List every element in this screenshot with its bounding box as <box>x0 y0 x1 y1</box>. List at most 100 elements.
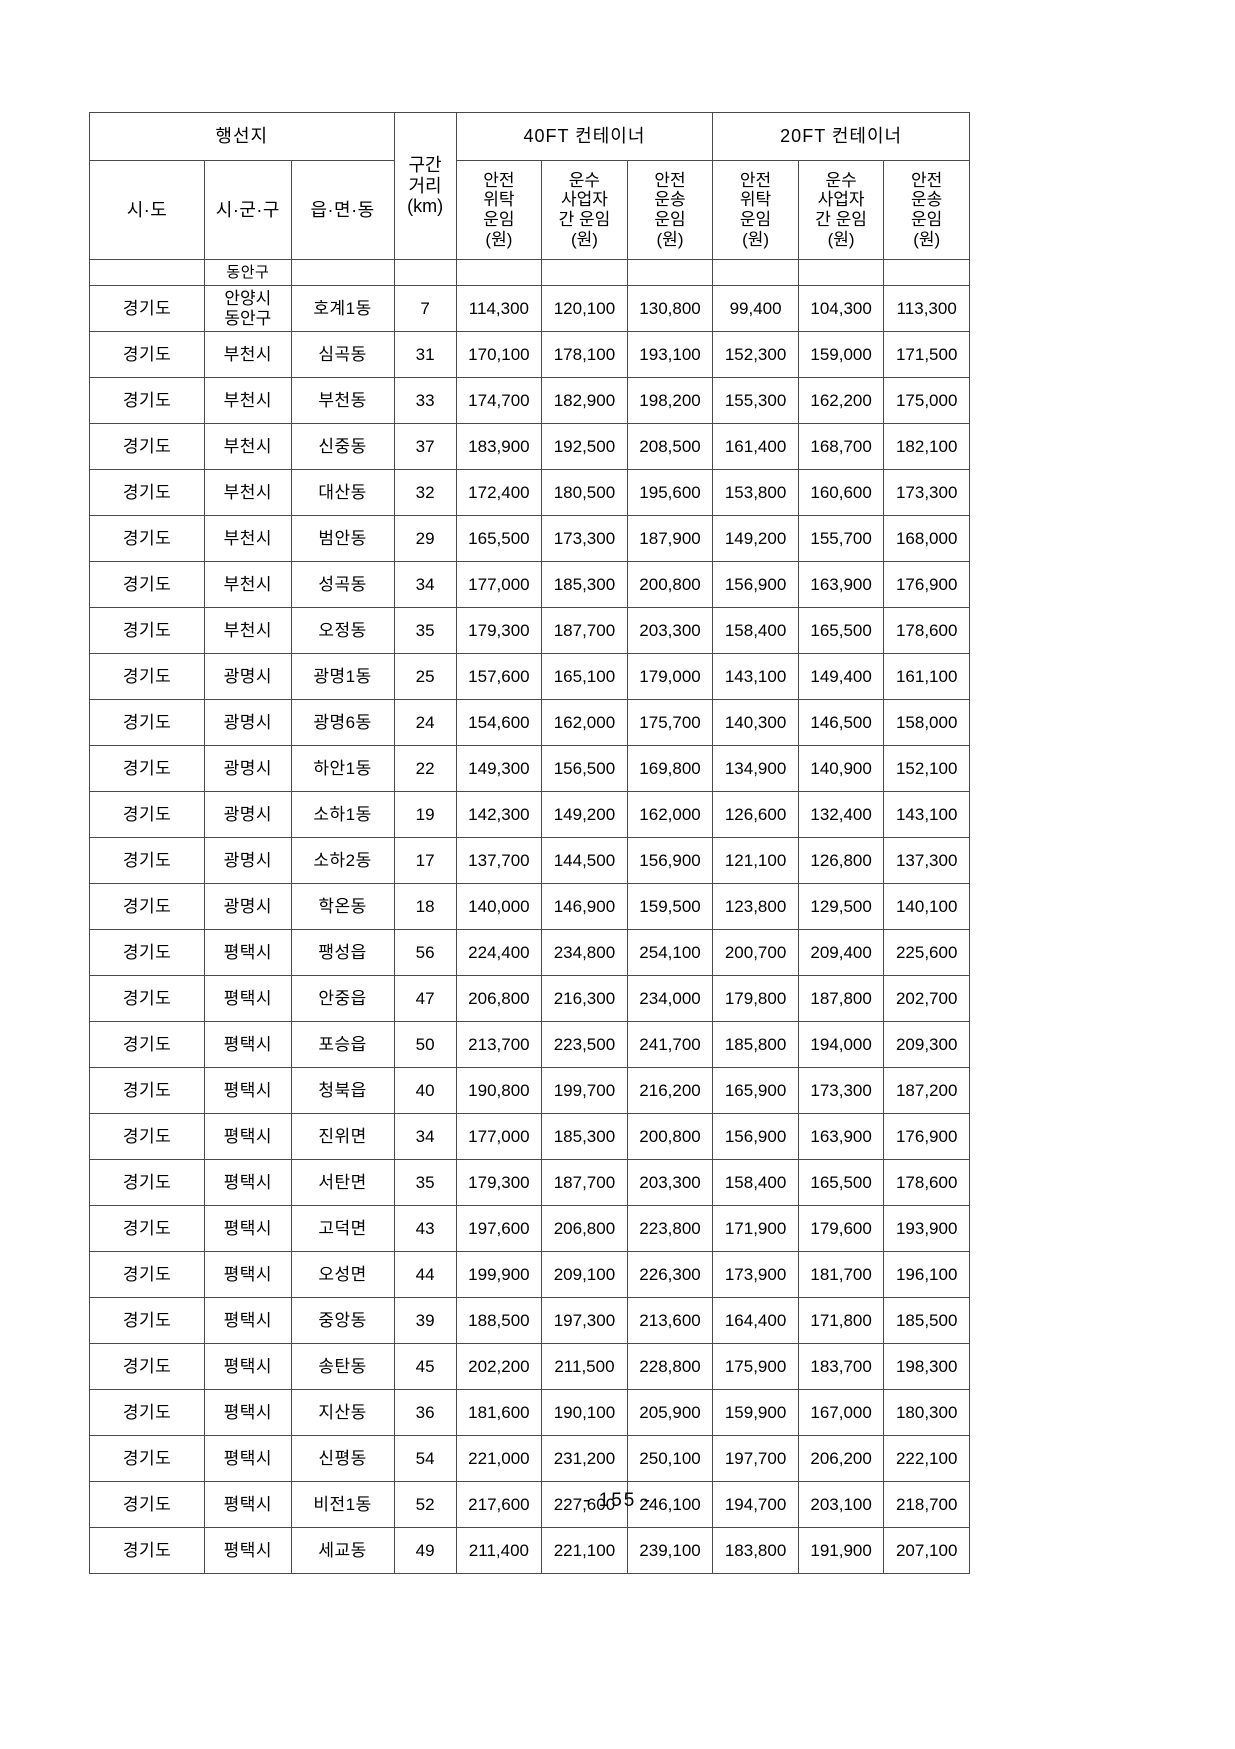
cell-sido: 경기도 <box>88 607 206 654</box>
header-40ft-carrier-fare: 운수 사업자 간 운임 (원) <box>541 160 628 260</box>
cell-sigungu: 평택시 <box>204 1481 292 1528</box>
label-line: 안전 <box>483 170 515 190</box>
cell-40ft-safe-transport: 223,800 <box>626 1205 714 1252</box>
cell-40ft-carrier: 178,100 <box>541 331 628 378</box>
cell-eupmyeondong: 소하1동 <box>290 791 395 838</box>
cell-20ft-carrier: 146,500 <box>797 699 885 746</box>
header-distance: 구간 거리 (km) <box>393 112 457 260</box>
label-line: (원) <box>656 229 684 249</box>
cell-distance: 43 <box>393 1205 457 1252</box>
cell-eupmyeondong: 송탄동 <box>290 1343 395 1390</box>
cell-20ft-carrier: 168,700 <box>797 423 885 470</box>
cell-20ft-safe-transport: 176,900 <box>883 1113 970 1160</box>
cell-20ft-carrier: 167,000 <box>797 1389 885 1436</box>
cell-20ft-safe-transport <box>883 259 970 286</box>
cell-20ft-safe-transport: 113,300 <box>883 285 970 332</box>
cell-40ft-safe-transport: 246,100 <box>626 1481 714 1528</box>
cell-40ft-safe-transport: 175,700 <box>626 699 714 746</box>
cell-distance: 47 <box>393 975 457 1022</box>
cell-eupmyeondong: 오성면 <box>290 1251 395 1298</box>
cell-20ft-carrier: 206,200 <box>797 1435 885 1482</box>
cell-40ft-safe-consign: 172,400 <box>455 469 543 516</box>
label-line: (원) <box>827 229 855 249</box>
cell-20ft-carrier: 129,500 <box>797 883 885 930</box>
cell-eupmyeondong: 범안동 <box>290 515 395 562</box>
label-line: 운임 <box>911 210 943 229</box>
table-row: 경기도 광명시 광명6동 24 154,600 162,000 175,700 140,300… <box>88 699 970 746</box>
cell-40ft-safe-consign: 140,000 <box>455 883 543 930</box>
table-row: 경기도 평택시 고덕면 43 197,600 206,800 223,800 171,900 1… <box>88 1205 970 1252</box>
cell-sido: 경기도 <box>88 285 206 332</box>
header-40ft-safe-consign-fare: 안전 위탁 운임 (원) <box>455 160 543 260</box>
cell-40ft-safe-transport: 216,200 <box>626 1067 714 1114</box>
cell-sigungu: 부천시 <box>204 377 292 424</box>
cell-40ft-carrier: 185,300 <box>541 1113 628 1160</box>
freight-rate-table: 행선지 구간 거리 (km) 40FT 컨테이너 20FT 컨테이너 시·도 시… <box>88 112 970 1574</box>
cell-40ft-safe-consign: 149,300 <box>455 745 543 792</box>
table-row: 경기도 평택시 세교동 49 211,400 221,100 239,100 183,800 1… <box>88 1527 970 1574</box>
cell-20ft-safe-transport: 193,900 <box>883 1205 970 1252</box>
table-row: 경기도 부천시 오정동 35 179,300 187,700 203,300 158,400 1… <box>88 607 970 654</box>
cell-sido: 경기도 <box>88 1481 206 1528</box>
cell-20ft-carrier: 126,800 <box>797 837 885 884</box>
table-row: 경기도 광명시 소하2동 17 137,700 144,500 156,900 121,100… <box>88 837 970 884</box>
cell-sido: 경기도 <box>88 745 206 792</box>
cell-20ft-safe-transport: 140,100 <box>883 883 970 930</box>
cell-20ft-safe-transport: 196,100 <box>883 1251 970 1298</box>
cell-sido: 경기도 <box>88 423 206 470</box>
cell-20ft-safe-transport: 218,700 <box>883 1481 970 1528</box>
label-line: (원) <box>742 229 770 249</box>
label-line: (원) <box>485 229 513 249</box>
cell-40ft-carrier: 187,700 <box>541 1159 628 1206</box>
cell-distance: 50 <box>393 1021 457 1068</box>
cell-40ft-safe-transport: 200,800 <box>626 561 714 608</box>
cell-distance: 37 <box>393 423 457 470</box>
label-line: 안전 <box>654 170 686 190</box>
cell-40ft-carrier: 231,200 <box>541 1435 628 1482</box>
cell-20ft-safe-transport: 143,100 <box>883 791 970 838</box>
table-row: 경기도 평택시 포승읍 50 213,700 223,500 241,700 185,800 1… <box>88 1021 970 1068</box>
cell-20ft-safe-consign: 194,700 <box>712 1481 799 1528</box>
cell-eupmyeondong: 안중읍 <box>290 975 395 1022</box>
label-line: 위탁 <box>483 190 515 210</box>
table-row: 경기도 안양시 동안구 호계1동 7 114,300 120,100 130,800 99,40… <box>88 285 970 332</box>
cell-40ft-safe-consign: 224,400 <box>455 929 543 976</box>
cell-40ft-safe-consign: 165,500 <box>455 515 543 562</box>
cell-40ft-safe-consign: 206,800 <box>455 975 543 1022</box>
cell-eupmyeondong: 하안1동 <box>290 745 395 792</box>
cell-sigungu: 광명시 <box>204 883 292 930</box>
label-line: 운임 <box>654 210 686 229</box>
cell-20ft-safe-consign: 171,900 <box>712 1205 799 1252</box>
cell-40ft-carrier: 223,500 <box>541 1021 628 1068</box>
cell-distance: 35 <box>393 1159 457 1206</box>
cell-sido: 경기도 <box>88 1021 206 1068</box>
cell-20ft-carrier: 173,300 <box>797 1067 885 1114</box>
cell-20ft-safe-consign: 152,300 <box>712 331 799 378</box>
cell-40ft-carrier: 146,900 <box>541 883 628 930</box>
table-row: 경기도 부천시 성곡동 34 177,000 185,300 200,800 156,900 1… <box>88 561 970 608</box>
header-sigungu: 시·군·구 <box>204 160 292 260</box>
cell-distance: 49 <box>393 1527 457 1574</box>
table-row: 경기도 광명시 학온동 18 140,000 146,900 159,500 123,800 1… <box>88 883 970 930</box>
cell-20ft-carrier: 132,400 <box>797 791 885 838</box>
header-20ft-safe-consign-fare: 안전 위탁 운임 (원) <box>712 160 799 260</box>
cell-sigungu: 광명시 <box>204 699 292 746</box>
cell-20ft-safe-transport: 207,100 <box>883 1527 970 1574</box>
cell-40ft-safe-transport: 228,800 <box>626 1343 714 1390</box>
cell-20ft-carrier: 183,700 <box>797 1343 885 1390</box>
cell-40ft-safe-consign: 213,700 <box>455 1021 543 1068</box>
cell-20ft-carrier: 209,400 <box>797 929 885 976</box>
cell-40ft-safe-consign: 179,300 <box>455 607 543 654</box>
cell-sido: 경기도 <box>88 469 206 516</box>
cell-20ft-safe-transport: 176,900 <box>883 561 970 608</box>
cell-sido <box>88 259 206 286</box>
cell-20ft-carrier: 181,700 <box>797 1251 885 1298</box>
cell-40ft-safe-consign: 177,000 <box>455 561 543 608</box>
freight-rate-table-container: 행선지 구간 거리 (km) 40FT 컨테이너 20FT 컨테이너 시·도 시… <box>88 112 970 1574</box>
cell-40ft-carrier: 234,800 <box>541 929 628 976</box>
cell-distance: 7 <box>393 285 457 332</box>
cell-eupmyeondong: 광명1동 <box>290 653 395 700</box>
cell-sido: 경기도 <box>88 1389 206 1436</box>
cell-40ft-safe-consign <box>455 259 543 286</box>
cell-sido: 경기도 <box>88 1113 206 1160</box>
